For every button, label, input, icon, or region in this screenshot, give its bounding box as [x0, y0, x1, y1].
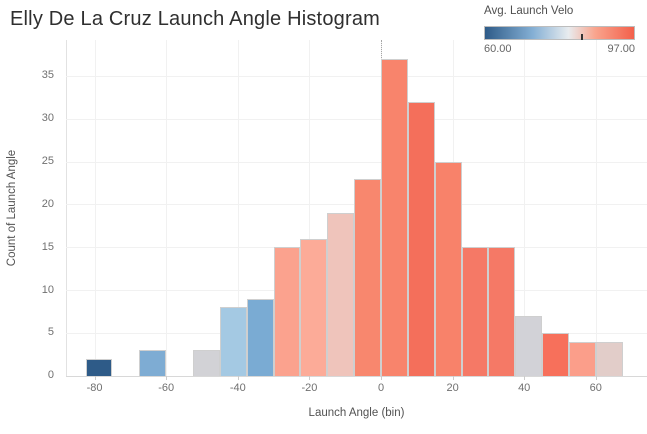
x-gridline	[237, 40, 239, 376]
x-tick-mark	[94, 376, 96, 380]
y-tick-label: 30	[41, 112, 54, 125]
x-tick-label: -20	[301, 382, 318, 394]
histogram-bar[interactable]	[193, 350, 220, 376]
x-tick-mark	[166, 376, 168, 380]
x-axis-title: Launch Angle (bin)	[308, 407, 405, 419]
y-axis-line	[66, 40, 67, 376]
x-tick-label: -80	[86, 382, 103, 394]
histogram-bar[interactable]	[434, 161, 462, 376]
legend-title: Avg. Launch Velo	[484, 5, 574, 17]
x-tick-label: 40	[518, 382, 531, 394]
color-legend: Avg. Launch Velo 60.00 97.00	[480, 5, 638, 55]
page-title: Elly De La Cruz Launch Angle Histogram	[10, 8, 381, 30]
histogram-bar[interactable]	[219, 307, 247, 376]
y-tick-label: 35	[41, 69, 54, 82]
legend-labels: 60.00 97.00	[484, 43, 635, 55]
x-tick-mark	[452, 376, 454, 380]
histogram-bar[interactable]	[407, 101, 435, 376]
x-tick-mark	[237, 376, 239, 380]
histogram-bar[interactable]	[354, 178, 381, 376]
y-gridline	[66, 161, 647, 163]
legend-gradient-wrap	[484, 26, 635, 40]
histogram-bar[interactable]	[273, 247, 301, 376]
y-tick-label: 10	[41, 283, 54, 296]
y-tick-label: 20	[41, 197, 54, 210]
legend-tick-mark	[580, 34, 583, 40]
x-tick-mark	[309, 376, 311, 380]
x-gridline	[524, 40, 526, 376]
histogram-bar[interactable]	[515, 315, 543, 376]
x-tick-label: -40	[229, 382, 246, 394]
histogram-bar[interactable]	[139, 350, 167, 376]
x-tick-label: -60	[158, 382, 175, 394]
x-tick-mark	[381, 376, 382, 380]
x-gridline	[595, 40, 597, 376]
x-tick-mark	[595, 376, 597, 380]
histogram-bar[interactable]	[461, 247, 489, 376]
legend-gradient-bar	[484, 26, 635, 40]
x-axis-line	[66, 376, 647, 377]
legend-max-label: 97.00	[607, 43, 635, 55]
x-tick-label: 60	[589, 382, 602, 394]
x-gridline	[309, 40, 311, 376]
histogram-bar[interactable]	[300, 238, 328, 376]
y-tick-label: 25	[41, 155, 54, 167]
histogram-bar[interactable]	[246, 298, 274, 376]
y-gridline	[66, 118, 647, 120]
y-tick-label: 15	[41, 240, 54, 253]
x-tick-label: 20	[446, 382, 459, 394]
legend-min-label: 60.00	[484, 43, 512, 55]
histogram-bar[interactable]	[381, 58, 408, 376]
histogram-bar[interactable]	[568, 341, 596, 376]
histogram-bar[interactable]	[85, 358, 113, 376]
y-tick-label: 5	[47, 326, 54, 339]
x-tick-mark	[524, 376, 526, 380]
y-tick-label: 0	[47, 369, 54, 382]
histogram-bar[interactable]	[327, 212, 355, 376]
x-gridline	[94, 40, 96, 376]
histogram-bar[interactable]	[595, 341, 623, 376]
histogram-bar[interactable]	[488, 247, 516, 376]
x-gridline	[166, 40, 168, 376]
histogram-bar[interactable]	[542, 332, 569, 376]
y-gridline	[66, 75, 647, 77]
x-tick-label: 0	[377, 382, 385, 394]
